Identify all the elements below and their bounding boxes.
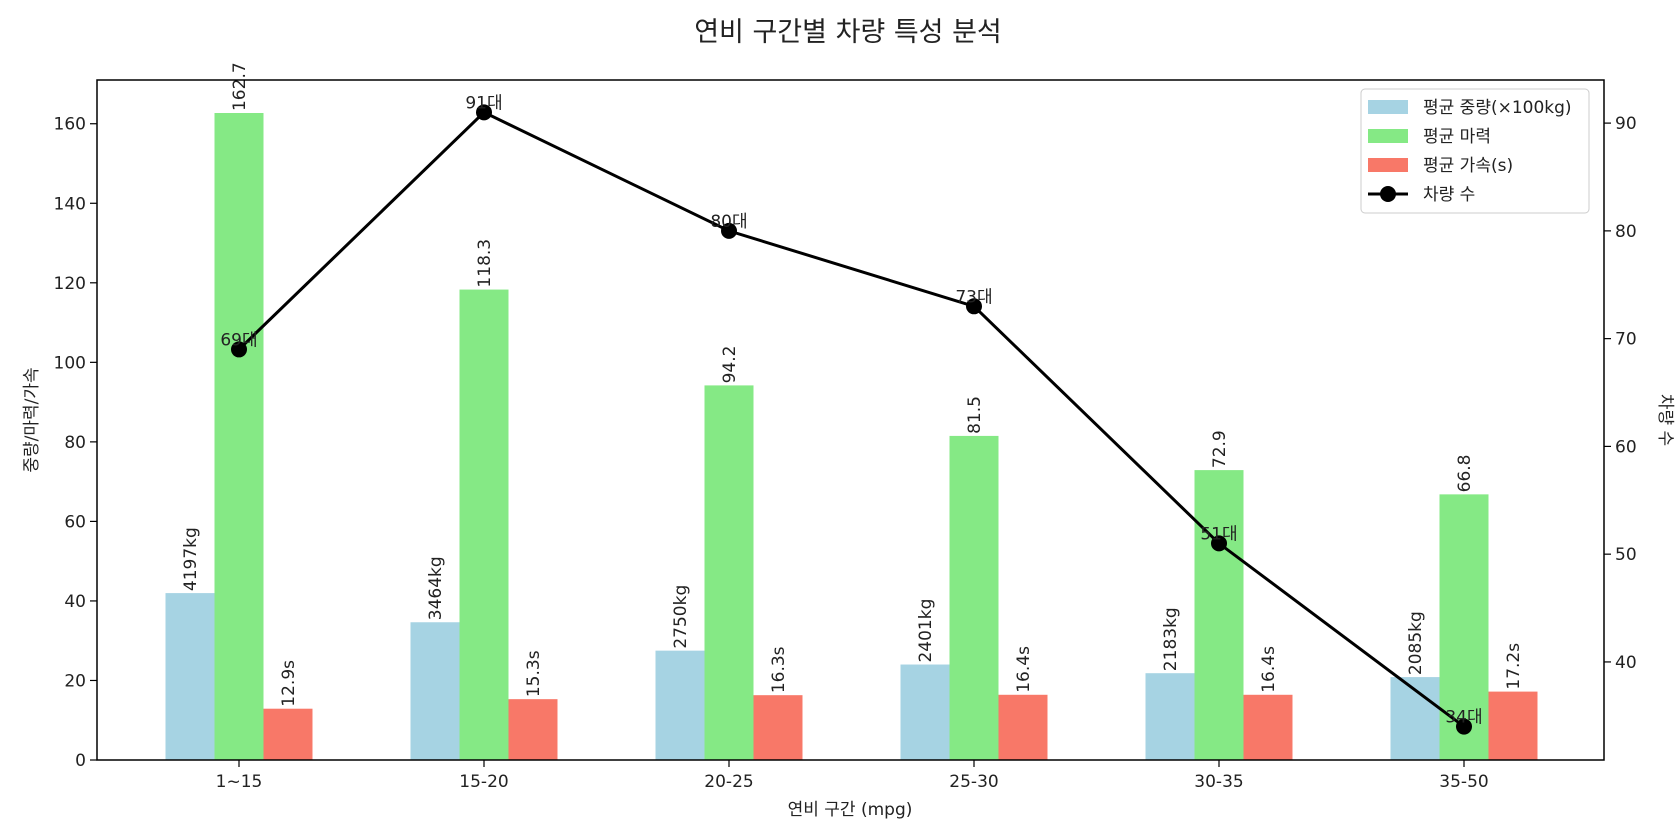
line-point	[231, 341, 247, 358]
plot-frame	[96, 79, 1605, 761]
bar-value-label: 2401kg	[916, 599, 936, 663]
bar-value-label: 94.2	[720, 346, 740, 384]
legend-box	[1360, 88, 1590, 214]
line-point-label: 34대	[1445, 708, 1482, 728]
y2-tick-label: 90	[1615, 114, 1637, 134]
x-tick-label: 15-20	[459, 772, 508, 792]
x-tick-label: 1~15	[216, 772, 263, 792]
x-tick-label: 35-50	[1439, 772, 1488, 792]
bar-value-label: 16.4s	[1259, 646, 1279, 693]
y-tick-label: 0	[75, 751, 86, 771]
bar-value-label: 118.3	[475, 239, 495, 288]
bar	[1488, 691, 1538, 760]
legend-swatch	[1368, 129, 1408, 143]
plot-area: 0 20 40 60 80 100 120 140 160 40 50 60 70 80 90 1~15 15-…	[54, 62, 1637, 792]
bar-value-label: 66.8	[1455, 455, 1475, 493]
bar	[214, 113, 264, 760]
y-tick-label: 160	[54, 115, 86, 135]
legend-marker	[1380, 186, 1396, 202]
y2-tick-label: 40	[1615, 653, 1637, 673]
y-tick-label: 20	[64, 671, 86, 691]
line-point	[966, 298, 982, 315]
bar	[1194, 470, 1244, 760]
bar-value-label: 81.5	[965, 396, 985, 434]
bar-value-label: 12.9s	[279, 660, 299, 707]
line-point	[721, 222, 737, 239]
x-tick-label: 30-35	[1194, 772, 1243, 792]
legend-swatch	[1368, 158, 1408, 172]
bar	[263, 708, 313, 760]
bar-value-label: 16.4s	[1014, 646, 1034, 693]
x-tick-label: 25-30	[949, 772, 998, 792]
line-point-label: 80대	[710, 212, 747, 232]
series-line	[237, 110, 1465, 728]
bar-value-label: 2085kg	[1406, 611, 1426, 675]
bar-value-label: 4197kg	[181, 527, 201, 591]
bar-value-label: 17.2s	[1504, 643, 1524, 690]
legend-entry-label: 평균 중량(×100kg)	[1423, 98, 1572, 118]
line-point	[1456, 718, 1472, 735]
x-tick-label: 20-25	[704, 772, 753, 792]
line-point-label: 69대	[220, 330, 257, 350]
bar-value-label: 72.9	[1210, 430, 1230, 468]
y2-tick-label: 80	[1615, 222, 1637, 242]
bar	[753, 695, 803, 760]
y2-tick-label: 70	[1615, 330, 1637, 350]
bar-value-label: 2183kg	[1161, 607, 1181, 671]
bar	[655, 650, 705, 760]
bar	[410, 622, 460, 760]
y-tick-label: 100	[54, 353, 86, 373]
bar	[508, 699, 558, 760]
bar	[900, 664, 950, 760]
legend-entry-label: 평균 가속(s)	[1423, 156, 1513, 176]
bar	[165, 593, 215, 760]
bar	[704, 385, 754, 760]
line-point	[1211, 535, 1227, 552]
x-axis-label: 연비 구간 (mpg)	[788, 800, 913, 820]
bar	[1145, 673, 1195, 760]
y2-tick-label: 50	[1615, 545, 1637, 565]
bar-value-label: 3464kg	[426, 556, 446, 620]
y-tick-label: 60	[64, 512, 86, 532]
bar	[459, 289, 509, 760]
bar	[949, 435, 999, 760]
line-point-label: 73대	[955, 287, 992, 307]
legend-swatch	[1368, 100, 1408, 114]
chart-title: 연비 구간별 차량 특성 분석	[694, 17, 1002, 48]
y2-tick-label: 60	[1615, 437, 1637, 457]
y-tick-label: 140	[54, 194, 86, 214]
y-tick-label: 40	[64, 592, 86, 612]
y-tick-label: 120	[54, 274, 86, 294]
line-point-label: 91대	[465, 93, 502, 113]
y-tick-label: 80	[64, 433, 86, 453]
y2-axis-label: 차량 수	[1655, 394, 1675, 446]
legend-entry-label: 차량 수	[1423, 185, 1475, 205]
legend-entry-label: 평균 마력	[1423, 127, 1491, 147]
bar-value-label: 2750kg	[671, 585, 691, 649]
bar	[998, 694, 1048, 760]
bar-value-label: 162.7	[230, 62, 250, 111]
line-point	[476, 104, 492, 121]
line-point-label: 51대	[1200, 524, 1237, 544]
y-axis-label: 중량/마력/가속	[22, 367, 42, 472]
bar-value-label: 16.3s	[769, 646, 789, 693]
bar	[1243, 694, 1293, 760]
bar-value-label: 15.3s	[524, 650, 544, 697]
